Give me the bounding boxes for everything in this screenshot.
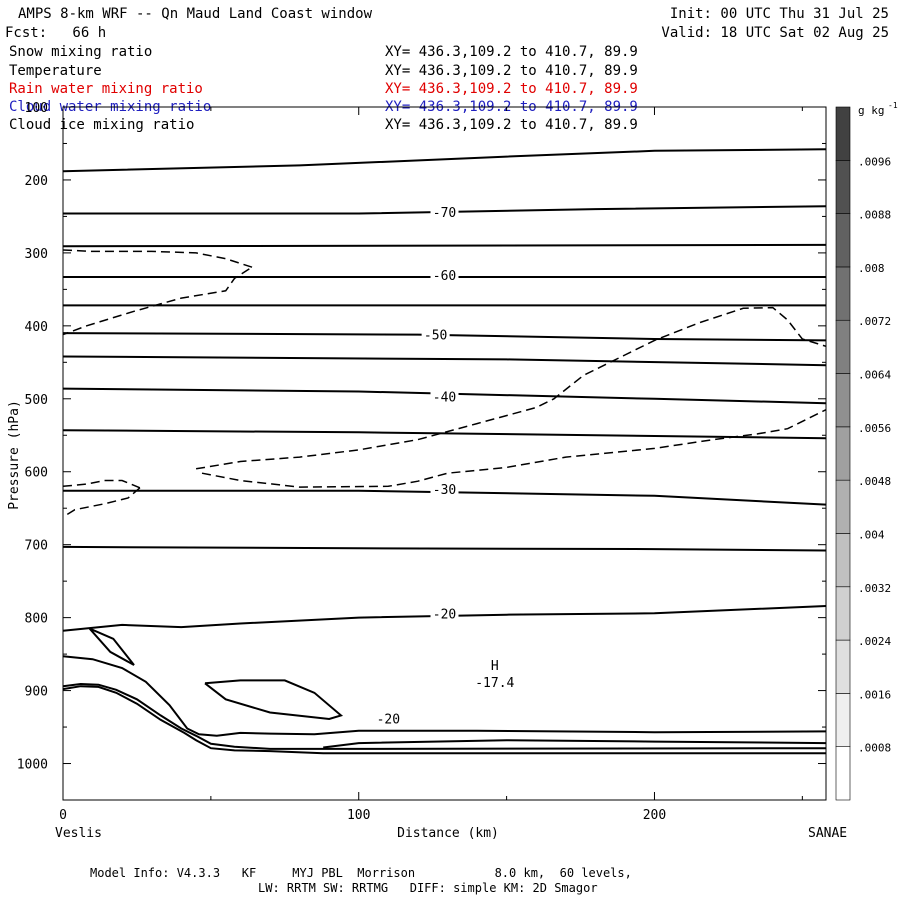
y-tick-label: 500 (25, 393, 48, 408)
temperature-contour (204, 679, 344, 721)
header-init: Init: 00 UTC Thu 31 Jul 25 (669, 6, 889, 22)
colorbar-label: .0048 (858, 475, 891, 488)
y-tick-label: 200 (25, 174, 48, 189)
field-xy: XY= 436.3,109.2 to 410.7, 89.9 (385, 63, 638, 79)
colorbar-label: .0016 (858, 688, 891, 701)
temperature-contour (62, 332, 827, 342)
colorbar-units-exponent: -1 (888, 101, 898, 110)
colorbar-label: .0096 (858, 155, 891, 168)
field-xy: XY= 436.3,109.2 to 410.7, 89.9 (385, 81, 638, 97)
colorbar-swatch (835, 586, 851, 641)
y-tick-label: 300 (25, 247, 48, 262)
contour-label: -40 (433, 391, 456, 406)
temperature-contour (62, 355, 827, 367)
field-name: Rain water mixing ratio (9, 81, 203, 97)
x-tick-label: 200 (643, 808, 666, 823)
header-forecast: Fcst: 66 h (5, 25, 107, 41)
snow-contour (195, 306, 827, 470)
temperature-contour (62, 148, 827, 173)
extremum-value: -17.4 (475, 676, 514, 691)
y-tick-label: 600 (25, 466, 48, 481)
colorbar-swatch (835, 319, 851, 374)
temperature-contour (62, 429, 827, 440)
colorbar-swatch (835, 639, 851, 694)
temperature-contour (62, 387, 827, 405)
y-tick-label: 1000 (17, 758, 48, 773)
colorbar-label: .0056 (858, 422, 891, 435)
field-name: Snow mixing ratio (9, 44, 153, 60)
temperature-contour (323, 739, 827, 749)
colorbar-label: .0064 (858, 369, 891, 382)
contour-label-bg (421, 326, 450, 342)
colorbar-swatch (835, 426, 851, 481)
colorbar-label: .004 (858, 528, 885, 541)
temperature-contour (62, 545, 827, 552)
y-tick-label: 400 (25, 320, 48, 335)
temperature-contour (88, 627, 135, 666)
temperature-contour (62, 685, 826, 755)
colorbar-label: .0008 (858, 742, 891, 755)
temperature-contour (62, 243, 827, 248)
temperature-contour (63, 205, 827, 215)
colorbar-label: .008 (858, 262, 885, 275)
colorbar-swatch (835, 160, 851, 214)
plot-frame (62, 106, 827, 801)
endpoint-left: Veslis (55, 826, 102, 841)
snow-contour (62, 479, 141, 489)
colorbar-label: .0088 (858, 209, 891, 222)
temperature-contour (62, 655, 827, 737)
colorbar-swatch (835, 266, 851, 321)
field-xy: XY= 436.3,109.2 to 410.7, 89.9 (385, 117, 638, 133)
y-tick-label: 800 (25, 612, 48, 627)
colorbar-swatch (835, 479, 851, 534)
colorbar-swatch (835, 693, 851, 747)
snow-contour (201, 409, 827, 488)
contour-label-bg (430, 388, 459, 404)
field-xy: XY= 436.3,109.2 to 410.7, 89.9 (385, 44, 638, 60)
contour-label: -20 (433, 607, 456, 622)
field-name: Temperature (9, 63, 102, 79)
contour-label-bg (374, 710, 403, 726)
colorbar-swatch (835, 533, 851, 588)
contour-label: -30 (433, 483, 456, 498)
contour-label: -70 (433, 206, 456, 221)
x-tick-label: 0 (59, 808, 67, 823)
x-axis-label: Distance (km) (397, 826, 499, 841)
contour-label: -50 (424, 329, 447, 344)
y-axis-label: Pressure (hPa) (7, 400, 22, 510)
colorbar-swatch (835, 106, 851, 161)
colorbar-swatch (835, 213, 851, 268)
y-tick-label: 700 (25, 539, 48, 554)
snow-contour (62, 249, 256, 269)
contour-label-bg (430, 204, 459, 220)
colorbar: .0008 .0016 .0024 .0032 .004 .0048 .0056 .0064.… (835, 101, 898, 801)
colorbar-label: .0024 (858, 635, 891, 648)
endpoint-right: SANAE (808, 826, 847, 841)
extremum-symbol: H (491, 659, 499, 674)
colorbar-units: g kg (858, 104, 885, 117)
temperature-contour (62, 682, 827, 750)
model-info-line2: LW: RRTM SW: RRTMG DIFF: simple KM: 2D S… (258, 881, 598, 895)
temperature-contour (62, 605, 827, 632)
y-tick-label: 100 (25, 101, 48, 116)
colorbar-swatch (835, 746, 851, 801)
header-valid: Valid: 18 UTC Sat 02 Aug 25 (661, 25, 889, 41)
model-info-line1: Model Info: V4.3.3 KF MYJ PBL Morrison 8… (90, 866, 632, 880)
header-title: AMPS 8-km WRF -- Qn Maud Land Coast wind… (18, 6, 373, 22)
contour-label-bg (430, 481, 459, 497)
x-tick-label: 100 (347, 808, 370, 823)
colorbar-swatch (835, 373, 851, 428)
contour-label: -60 (433, 269, 456, 284)
snow-contour (62, 487, 141, 518)
y-tick-label: 900 (25, 685, 48, 700)
temperature-contour (63, 489, 827, 506)
colorbar-label: .0032 (858, 582, 891, 595)
contour-label-bg (430, 266, 459, 282)
field-name: Cloud ice mixing ratio (9, 117, 195, 133)
colorbar-label: .0072 (858, 315, 891, 328)
contour-label-bg (430, 605, 459, 621)
contour-label: -20 (377, 712, 400, 727)
snow-contour (62, 268, 250, 336)
